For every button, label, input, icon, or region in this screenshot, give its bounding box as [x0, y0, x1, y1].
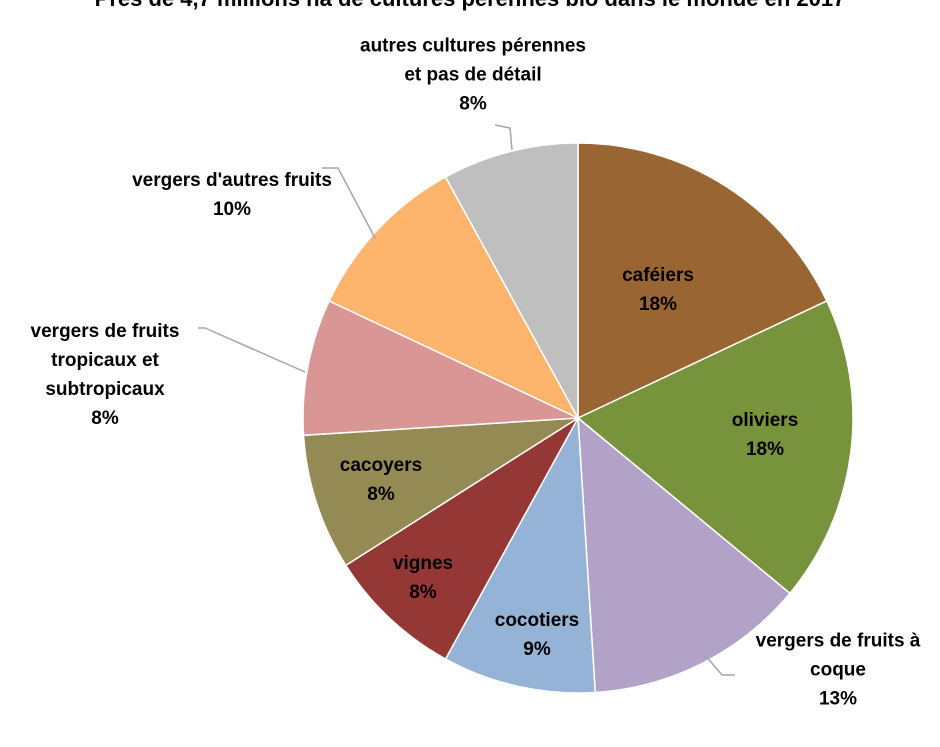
value-label: 8% — [367, 484, 395, 505]
value-label: 18% — [745, 439, 785, 460]
category-label: vergers de fruits tropicaux et subtropic… — [30, 321, 180, 400]
pie-slice — [328, 175, 580, 420]
pie-slice — [576, 299, 854, 595]
category-label: caféiers — [622, 265, 694, 286]
pie-slice — [444, 142, 579, 419]
value-label: 10% — [212, 199, 252, 220]
pie-slice — [444, 415, 597, 694]
category-label: cacoyers — [339, 455, 423, 476]
pie-slice — [577, 416, 791, 694]
category-label: vergers de fruits à coque — [755, 630, 921, 681]
value-label: 8% — [459, 93, 487, 115]
pie-slice — [302, 417, 579, 567]
pie-slice — [302, 299, 579, 437]
category-label: autres cultures pérennes et pas de détai… — [360, 35, 586, 86]
category-label: vergers d'autres fruits — [132, 170, 332, 191]
category-label: cocotiers — [494, 610, 580, 631]
value-label: 13% — [818, 688, 858, 710]
value-label: 9% — [523, 639, 551, 660]
pie-slice — [344, 417, 579, 661]
chart-title: Près de 4,7 millions ha de cultures pére… — [0, 0, 940, 12]
slice-label: vergers de fruits à coque 13% — [728, 627, 940, 714]
slice-label: vergers d'autres fruits 10% — [127, 166, 337, 224]
slice-label: vergers de fruits tropicaux et subtropic… — [0, 317, 210, 433]
slice-label: vignes 8% — [353, 549, 493, 607]
slice-label: autres cultures pérennes et pas de détai… — [353, 32, 593, 119]
slice-label: cocotiers 9% — [467, 606, 607, 664]
leader-line — [198, 327, 306, 373]
slice-label: cacoyers 8% — [311, 451, 451, 509]
value-label: 18% — [638, 294, 678, 315]
category-label: vignes — [392, 553, 454, 574]
leader-line — [494, 124, 513, 151]
slice-label: caféiers 18% — [588, 261, 728, 319]
category-label: oliviers — [731, 410, 799, 431]
slice-label: oliviers 18% — [695, 406, 835, 464]
pie-slice — [577, 142, 828, 420]
value-label: 8% — [409, 582, 437, 603]
value-label: 8% — [91, 408, 119, 429]
leader-line — [704, 654, 735, 676]
leader-line — [322, 167, 376, 239]
